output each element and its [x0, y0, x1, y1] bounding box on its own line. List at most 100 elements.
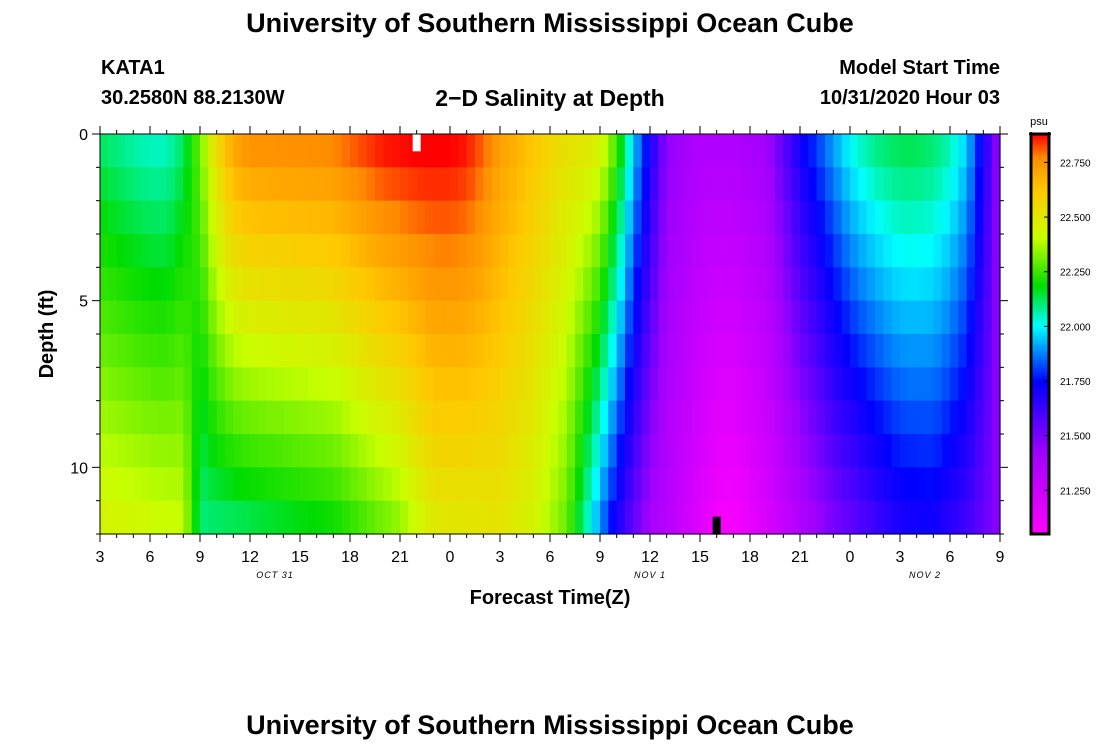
heatmap-cells	[100, 134, 1001, 535]
heatmap-cell	[991, 434, 1001, 468]
heatmap-cell	[958, 134, 968, 168]
heatmap-cell	[850, 300, 859, 335]
heatmap-cell	[750, 234, 759, 268]
heatmap-cell	[566, 367, 576, 402]
heatmap-cell	[933, 367, 943, 402]
colorbar-band	[1031, 344, 1049, 347]
heatmap-cell	[975, 167, 984, 202]
colorbar-band	[1031, 172, 1049, 175]
heatmap-cell	[333, 200, 343, 235]
x-tick-label: 0	[446, 549, 455, 566]
heatmap-cell	[425, 367, 434, 402]
heatmap-cell	[725, 134, 734, 168]
heatmap-cell	[725, 434, 734, 468]
colorbar-band	[1031, 306, 1049, 309]
colorbar-band	[1031, 218, 1049, 221]
colorbar-band	[1031, 294, 1049, 297]
heatmap-cell	[450, 400, 459, 435]
heatmap-cell	[708, 267, 718, 302]
heatmap-cell	[891, 134, 901, 168]
heatmap-cell	[341, 334, 351, 368]
heatmap-cell	[900, 134, 909, 168]
heatmap-cell	[841, 167, 851, 202]
heatmap-cell	[708, 400, 718, 435]
heatmap-cell	[733, 400, 743, 435]
heatmap-cell	[916, 200, 926, 235]
heatmap-cell	[633, 434, 643, 468]
heatmap-cell	[558, 434, 568, 468]
heatmap-cell	[850, 400, 859, 435]
heatmap-cell	[783, 434, 793, 468]
colorbar-band	[1031, 250, 1049, 253]
heatmap-cell	[233, 267, 243, 302]
heatmap-cell	[541, 334, 551, 368]
heatmap-cell	[508, 267, 518, 302]
heatmap-cell	[850, 334, 859, 368]
colorbar-band	[1031, 232, 1049, 235]
heatmap-cell	[866, 467, 876, 502]
heatmap-cell	[266, 234, 276, 268]
colorbar-band	[1031, 362, 1049, 365]
heatmap-cell	[641, 200, 651, 235]
colorbar-band	[1031, 330, 1049, 333]
heatmap-cell	[125, 267, 134, 302]
heatmap-cell	[783, 400, 793, 435]
heatmap-cell	[866, 434, 876, 468]
heatmap-cell	[150, 434, 159, 468]
colorbar-band	[1031, 388, 1049, 391]
heatmap-cell	[608, 367, 618, 402]
colorbar-band	[1031, 212, 1049, 215]
colorbar-band	[1031, 284, 1049, 287]
heatmap-cell	[483, 267, 493, 302]
colorbar-band	[1031, 460, 1049, 463]
heatmap-cell	[850, 167, 859, 202]
heatmap-cell	[116, 500, 126, 535]
heatmap-cell	[433, 234, 443, 268]
heatmap-cell	[366, 234, 376, 268]
heatmap-cell	[208, 367, 218, 402]
heatmap-cell	[891, 334, 901, 368]
heatmap-cell	[983, 300, 993, 335]
colorbar-band	[1031, 428, 1049, 431]
heatmap-cell	[525, 400, 534, 435]
heatmap-cell	[141, 234, 151, 268]
heatmap-cell	[800, 234, 809, 268]
heatmap-cell	[500, 334, 509, 368]
heatmap-cell	[241, 500, 251, 535]
heatmap-cell	[400, 234, 409, 268]
heatmap-cell	[966, 334, 976, 368]
heatmap-cell	[333, 400, 343, 435]
heatmap-cell	[541, 434, 551, 468]
colorbar-band	[1031, 142, 1049, 145]
heatmap-cell	[200, 267, 209, 302]
heatmap-cell	[891, 267, 901, 302]
colorbar-band	[1031, 262, 1049, 265]
heatmap-cell	[850, 434, 859, 468]
heatmap-cell	[716, 167, 726, 202]
heatmap-cell	[291, 400, 301, 435]
heatmap-cell	[858, 134, 868, 168]
heatmap-cell	[225, 200, 234, 235]
x-tick-label: 3	[896, 549, 905, 566]
heatmap-cell	[433, 367, 443, 402]
colorbar-band	[1031, 166, 1049, 169]
colorbar-band	[1031, 342, 1049, 345]
heatmap-cell	[458, 167, 468, 202]
heatmap-cell	[875, 400, 884, 435]
heatmap-cell	[533, 467, 543, 502]
heatmap-cell	[291, 167, 301, 202]
heatmap-cell	[358, 334, 368, 368]
colorbar-band	[1031, 430, 1049, 433]
heatmap-cell	[241, 300, 251, 335]
colorbar-band	[1031, 256, 1049, 259]
heatmap-cell	[208, 467, 218, 502]
heatmap-cell	[900, 200, 909, 235]
heatmap-cell	[500, 434, 509, 468]
heatmap-cell	[283, 200, 293, 235]
colorbar-band	[1031, 522, 1049, 525]
heatmap-cell	[316, 500, 326, 535]
heatmap-cell	[466, 200, 476, 235]
colorbar-band	[1031, 156, 1049, 159]
colorbar-band	[1031, 272, 1049, 275]
heatmap-cell	[341, 367, 351, 402]
